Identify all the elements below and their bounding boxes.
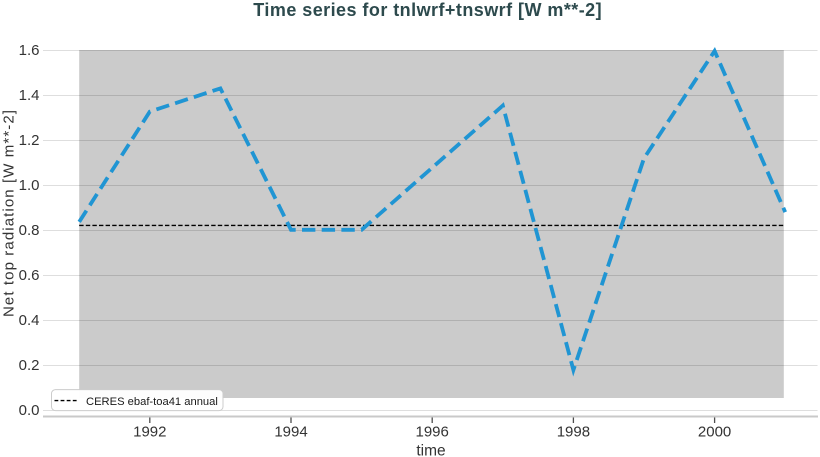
svg-text:1.4: 1.4 — [19, 87, 40, 104]
svg-text:CERES ebaf-toa41 annual: CERES ebaf-toa41 annual — [86, 396, 218, 408]
svg-text:0.4: 0.4 — [19, 312, 40, 329]
svg-text:1994: 1994 — [274, 424, 307, 441]
svg-text:1.6: 1.6 — [19, 42, 40, 59]
svg-text:1992: 1992 — [133, 424, 166, 441]
svg-text:time: time — [416, 443, 445, 457]
svg-text:0.0: 0.0 — [19, 402, 40, 419]
svg-text:0.2: 0.2 — [19, 357, 40, 374]
svg-text:0.8: 0.8 — [19, 222, 40, 239]
svg-text:0.6: 0.6 — [19, 267, 40, 284]
svg-text:1996: 1996 — [416, 424, 449, 441]
svg-text:Net top radiation [W m**-2]: Net top radiation [W m**-2] — [1, 109, 18, 317]
svg-text:1.2: 1.2 — [19, 132, 40, 149]
svg-text:1.0: 1.0 — [19, 177, 40, 194]
svg-text:2000: 2000 — [698, 424, 731, 441]
svg-text:Time series for tnlwrf+tnswrf: Time series for tnlwrf+tnswrf [W m**-2] — [253, 0, 602, 20]
svg-text:1998: 1998 — [557, 424, 590, 441]
